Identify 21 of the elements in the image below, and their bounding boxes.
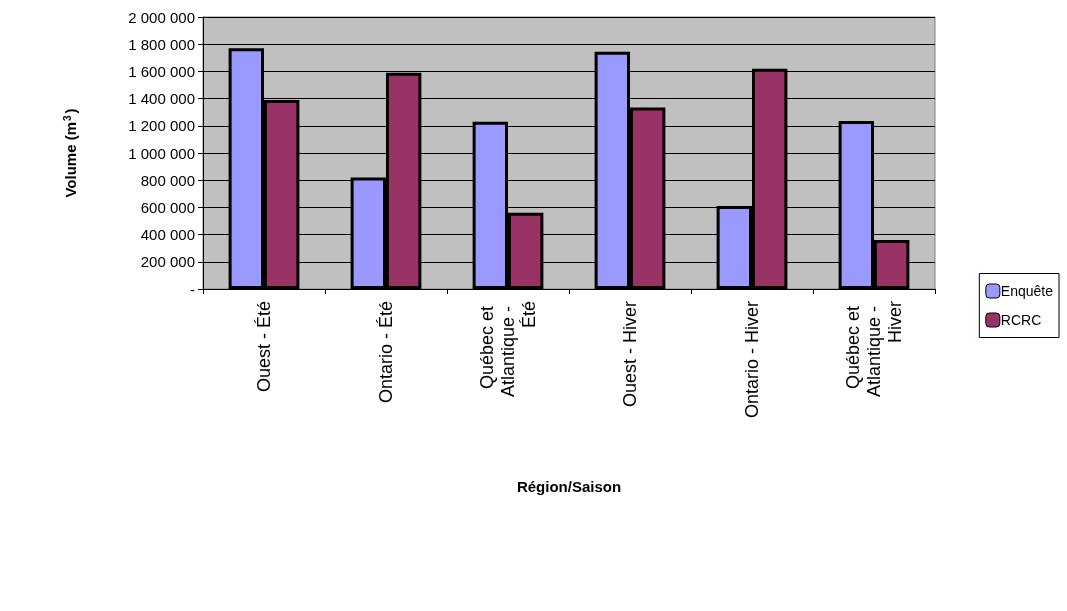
y-tick-label: 800 000 <box>140 171 195 189</box>
y-tick-label: 2 000 000 <box>128 8 195 26</box>
legend-label: Enquête <box>1000 283 1054 299</box>
y-tick-label: 1 000 000 <box>128 144 195 162</box>
y-tick-label: 1 400 000 <box>128 90 195 108</box>
y-tick-label: - <box>190 280 195 298</box>
x-tick-label: Québec et Atlantique - Été <box>477 301 539 398</box>
y-axis-title: Volume (m3) <box>61 108 79 198</box>
x-tick-label: Québec et Atlantique - Hiver <box>843 301 905 398</box>
y-tick-label: 200 000 <box>140 253 195 271</box>
x-tick-label: Ouest - Été <box>254 301 274 393</box>
y-tick-label: 1 600 000 <box>128 62 195 80</box>
y-tick-label: 600 000 <box>140 198 195 216</box>
x-tick-label: Ontario - Été <box>376 301 396 404</box>
x-tick-label: Ontario - Hiver <box>742 301 762 419</box>
y-tick-label: 400 000 <box>140 226 195 244</box>
x-axis-title: Région/Saison <box>516 478 622 495</box>
y-tick-label: 1 200 000 <box>128 117 195 135</box>
x-tick-label: Ouest - Hiver <box>620 301 640 408</box>
legend-label: RCRC <box>1000 312 1042 328</box>
y-tick-label: 1 800 000 <box>128 35 195 53</box>
